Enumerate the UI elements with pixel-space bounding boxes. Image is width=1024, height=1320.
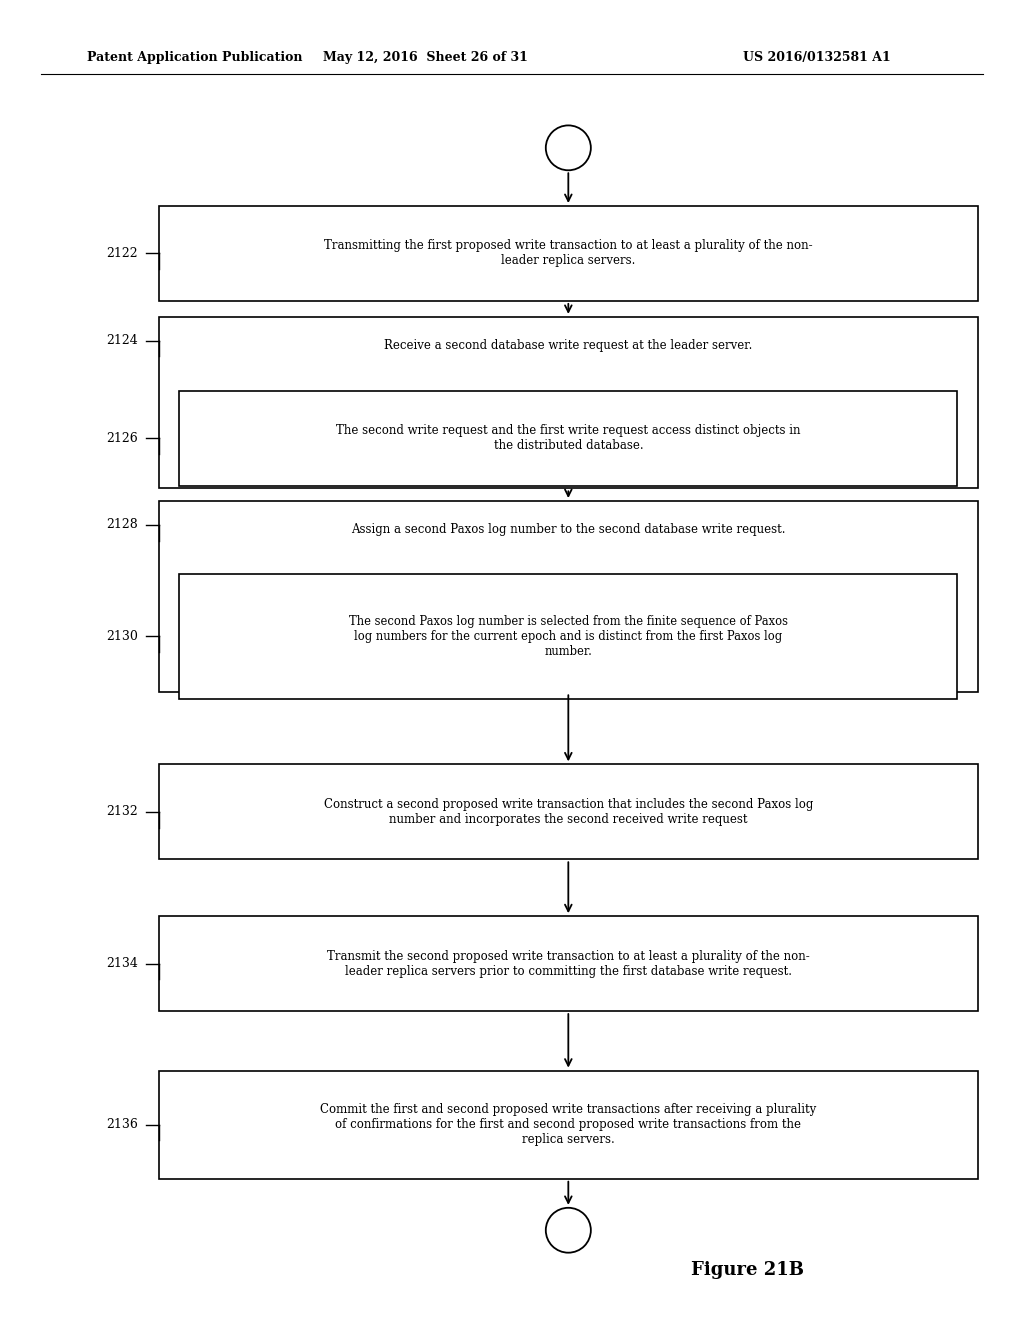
Text: May 12, 2016  Sheet 26 of 31: May 12, 2016 Sheet 26 of 31 bbox=[323, 51, 527, 63]
Text: B: B bbox=[563, 1224, 573, 1237]
Text: 2124: 2124 bbox=[106, 334, 138, 347]
Bar bbox=[159, 500, 978, 692]
Bar bbox=[179, 573, 957, 700]
Bar bbox=[159, 206, 978, 301]
Text: US 2016/0132581 A1: US 2016/0132581 A1 bbox=[743, 51, 891, 63]
Text: 2130: 2130 bbox=[106, 630, 138, 643]
Text: 2122: 2122 bbox=[106, 247, 138, 260]
Text: The second Paxos log number is selected from the finite sequence of Paxos
log nu: The second Paxos log number is selected … bbox=[349, 615, 787, 657]
Bar bbox=[179, 391, 957, 486]
Text: A: A bbox=[563, 141, 573, 154]
Text: Assign a second Paxos log number to the second database write request.: Assign a second Paxos log number to the … bbox=[351, 524, 785, 536]
Text: 2128: 2128 bbox=[106, 519, 138, 531]
Bar bbox=[159, 764, 978, 859]
Text: 2136: 2136 bbox=[106, 1118, 138, 1131]
Bar bbox=[159, 916, 978, 1011]
Text: Receive a second database write request at the leader server.: Receive a second database write request … bbox=[384, 339, 753, 352]
Text: Patent Application Publication: Patent Application Publication bbox=[87, 51, 302, 63]
Bar bbox=[159, 317, 978, 488]
Text: 2132: 2132 bbox=[106, 805, 138, 818]
Text: Commit the first and second proposed write transactions after receiving a plural: Commit the first and second proposed wri… bbox=[321, 1104, 816, 1146]
Ellipse shape bbox=[546, 1208, 591, 1253]
Text: Transmit the second proposed write transaction to at least a plurality of the no: Transmit the second proposed write trans… bbox=[327, 949, 810, 978]
Text: 2134: 2134 bbox=[106, 957, 138, 970]
Text: Transmitting the first proposed write transaction to at least a plurality of the: Transmitting the first proposed write tr… bbox=[324, 239, 813, 268]
Text: Construct a second proposed write transaction that includes the second Paxos log: Construct a second proposed write transa… bbox=[324, 797, 813, 826]
Text: 2126: 2126 bbox=[106, 432, 138, 445]
Ellipse shape bbox=[546, 125, 591, 170]
Text: Figure 21B: Figure 21B bbox=[691, 1261, 804, 1279]
Text: The second write request and the first write request access distinct objects in
: The second write request and the first w… bbox=[336, 424, 801, 453]
Bar bbox=[159, 1071, 978, 1179]
